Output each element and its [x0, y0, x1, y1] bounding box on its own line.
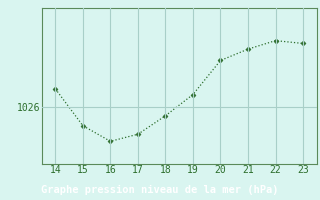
Text: Graphe pression niveau de la mer (hPa): Graphe pression niveau de la mer (hPa)	[41, 185, 279, 195]
